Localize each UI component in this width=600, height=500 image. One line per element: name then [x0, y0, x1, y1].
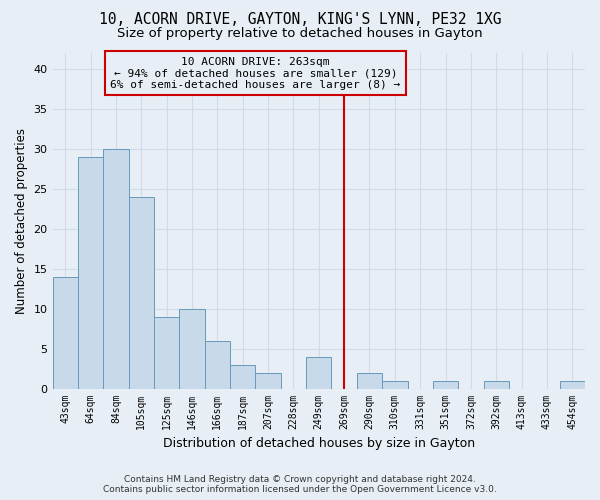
Bar	[484, 380, 509, 388]
Bar	[103, 148, 128, 388]
Bar	[382, 380, 407, 388]
Bar	[154, 316, 179, 388]
Bar	[53, 276, 78, 388]
Bar	[78, 156, 103, 388]
Bar	[128, 196, 154, 388]
Text: 10, ACORN DRIVE, GAYTON, KING'S LYNN, PE32 1XG: 10, ACORN DRIVE, GAYTON, KING'S LYNN, PE…	[99, 12, 501, 28]
Text: Contains HM Land Registry data © Crown copyright and database right 2024.
Contai: Contains HM Land Registry data © Crown c…	[103, 474, 497, 494]
Text: 10 ACORN DRIVE: 263sqm
← 94% of detached houses are smaller (129)
6% of semi-det: 10 ACORN DRIVE: 263sqm ← 94% of detached…	[110, 56, 401, 90]
Bar	[357, 372, 382, 388]
Bar	[256, 372, 281, 388]
Bar	[179, 308, 205, 388]
Bar	[306, 356, 331, 388]
Bar	[205, 340, 230, 388]
Bar	[560, 380, 585, 388]
Y-axis label: Number of detached properties: Number of detached properties	[15, 128, 28, 314]
X-axis label: Distribution of detached houses by size in Gayton: Distribution of detached houses by size …	[163, 437, 475, 450]
Bar	[230, 364, 256, 388]
Text: Size of property relative to detached houses in Gayton: Size of property relative to detached ho…	[117, 28, 483, 40]
Bar	[433, 380, 458, 388]
